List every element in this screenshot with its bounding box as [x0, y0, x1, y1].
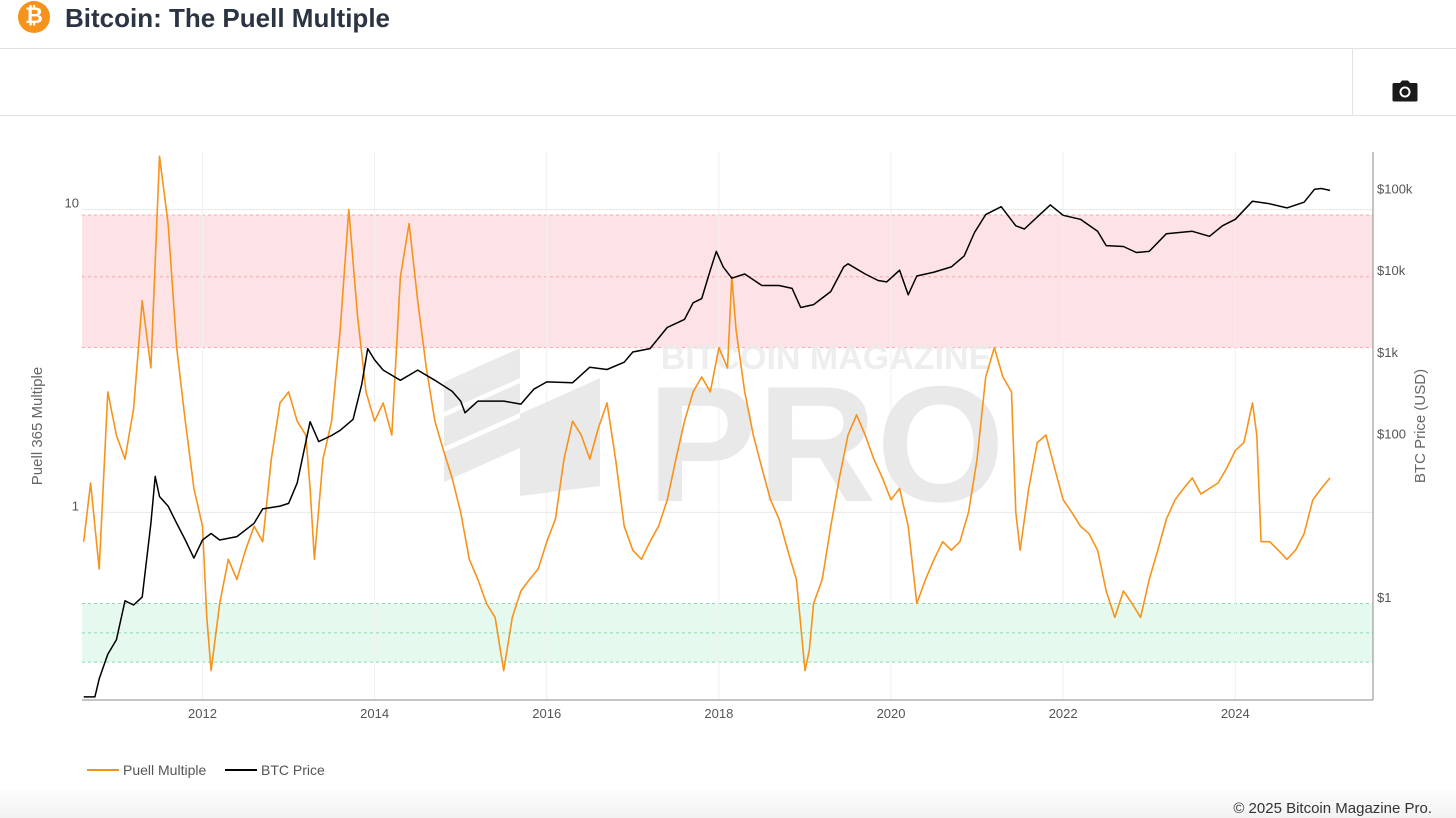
camera-icon[interactable] [1392, 80, 1418, 102]
y-right-tick-label: $10k [1377, 263, 1406, 278]
y-right-tick-label: $100k [1377, 182, 1413, 197]
series-line-btc-price [83, 187, 1331, 698]
watermark-main-text: PRO [647, 352, 1005, 536]
y-right-axis-ticks: $1 $100 $1k $10k $100k [1377, 182, 1413, 606]
axes [82, 152, 1374, 701]
page-footer: © 2025 Bitcoin Magazine Pro. [0, 790, 1456, 818]
watermark-top-text: BITCOIN MAGAZINE [661, 339, 992, 377]
x-tick-label: 2012 [188, 706, 217, 721]
legend-label-price: BTC Price [261, 762, 325, 778]
x-tick-label: 2020 [877, 706, 906, 721]
legend-label-puell: Puell Multiple [123, 762, 206, 778]
y-right-axis-label: BTC Price (USD) [1412, 369, 1429, 483]
x-tick-label: 2024 [1221, 706, 1250, 721]
page-header: ₿ Bitcoin: The Puell Multiple [0, 0, 1456, 49]
y-left-tick-label: 1 [72, 498, 79, 513]
toolbar-divider [1352, 49, 1353, 115]
y-left-tick-label: 10 [65, 196, 79, 211]
y-right-tick-label: $100 [1377, 427, 1406, 442]
y-right-tick-label: $1 [1377, 590, 1391, 605]
watermark-logo-icon [444, 348, 600, 496]
band-overvalued [82, 214, 1373, 348]
copyright-text: © 2025 Bitcoin Magazine Pro. [1233, 800, 1432, 817]
y-left-axis-label: Puell 365 Multiple [29, 367, 46, 485]
watermark: BITCOIN MAGAZINE PRO [444, 339, 1005, 536]
x-tick-label: 2016 [532, 706, 561, 721]
series-line-puell-multiple [82, 155, 1331, 672]
series-lines [82, 155, 1331, 698]
valuation-bands [82, 214, 1373, 663]
legend-item-price[interactable]: BTC Price [225, 762, 325, 778]
legend: Puell Multiple BTC Price [87, 762, 325, 778]
x-tick-label: 2022 [1049, 706, 1078, 721]
x-axis-ticks: 2012 2014 2016 2018 2020 2022 2024 [188, 706, 1250, 721]
x-tick-label: 2014 [360, 706, 389, 721]
chart-toolbar [0, 49, 1456, 116]
y-left-axis-ticks: 1 10 [65, 196, 79, 514]
bitcoin-logo-icon: ₿ [18, 1, 50, 33]
puell-multiple-chart: BITCOIN MAGAZINE PRO Puell 365 Multiple … [29, 152, 1429, 778]
y-right-tick-label: $1k [1377, 345, 1398, 360]
legend-item-puell[interactable]: Puell Multiple [87, 762, 206, 778]
x-tick-label: 2018 [704, 706, 733, 721]
page-title: Bitcoin: The Puell Multiple [65, 3, 390, 33]
grid-lines [82, 152, 1373, 700]
